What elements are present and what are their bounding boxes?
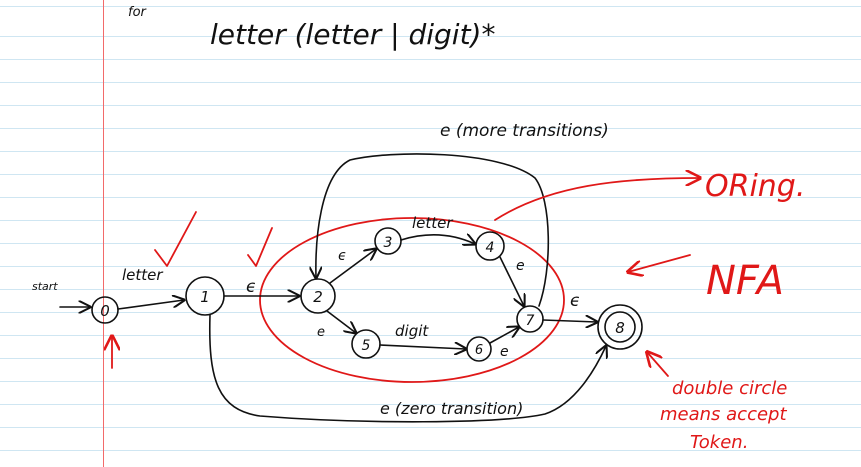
nfa-arrow (628, 254, 691, 272)
state-3 (374, 227, 402, 255)
edge-4-7-label: e (516, 258, 525, 274)
edge-4-7 (499, 256, 524, 306)
edge-1-2-label: ϵ (246, 277, 256, 297)
state-7 (516, 305, 544, 333)
state-0-label: 0 (100, 302, 110, 320)
edge-2-3-label: ϵ (338, 248, 347, 264)
state-5-label: 5 (362, 338, 371, 354)
edge-7-8 (542, 320, 597, 322)
nfa-note: NFA (706, 258, 784, 304)
state-8 (604, 311, 636, 343)
state-3-label: 3 (384, 235, 393, 251)
state-0 (91, 296, 119, 324)
edge-6-7 (489, 327, 519, 344)
edge-5-6 (379, 345, 466, 349)
state-6-label: 6 (475, 343, 483, 358)
edge-7-2 (316, 153, 550, 307)
edge-7-2-label: e (more transitions) (440, 121, 609, 141)
edge-3-4 (400, 235, 475, 244)
check-mark-1 (154, 211, 197, 267)
check-mark-2 (247, 227, 273, 267)
edge-6-7-label: e (500, 344, 509, 360)
state-2-label: 2 (313, 288, 323, 306)
state-4-label: 4 (486, 240, 495, 256)
edge-7-8-label: ϵ (570, 291, 580, 311)
accept-arrow (647, 352, 669, 377)
margin-line (103, 0, 104, 467)
header-regex: letter (letter | digit)* (210, 18, 495, 51)
header-prefix: for (128, 5, 148, 20)
state-7-label: 7 (526, 313, 535, 329)
accept-note-line-3: Token. (690, 432, 748, 453)
state-8-label: 8 (615, 319, 625, 337)
edge-0-1 (117, 300, 184, 310)
edge-2-3 (329, 249, 376, 284)
oring-note: ORing. (705, 169, 805, 204)
edge-5-6-label: digit (395, 322, 429, 340)
edge-0-1-label: letter (122, 266, 163, 284)
accept-note-line-2: means accept (660, 404, 787, 425)
state-5 (351, 329, 381, 359)
oring-arrow (494, 178, 700, 221)
edge-2-5 (326, 310, 356, 333)
edge-1-8 (208, 314, 606, 423)
edge-1-8-label: e (zero transition) (380, 399, 523, 418)
accept-note-line-1: double circle (672, 378, 787, 399)
edge-3-4-label: letter (412, 214, 453, 232)
start-label: start (32, 280, 58, 293)
state-1-label: 1 (200, 288, 210, 306)
edge-2-5-label: e (317, 325, 325, 340)
oring-oval (259, 217, 565, 383)
